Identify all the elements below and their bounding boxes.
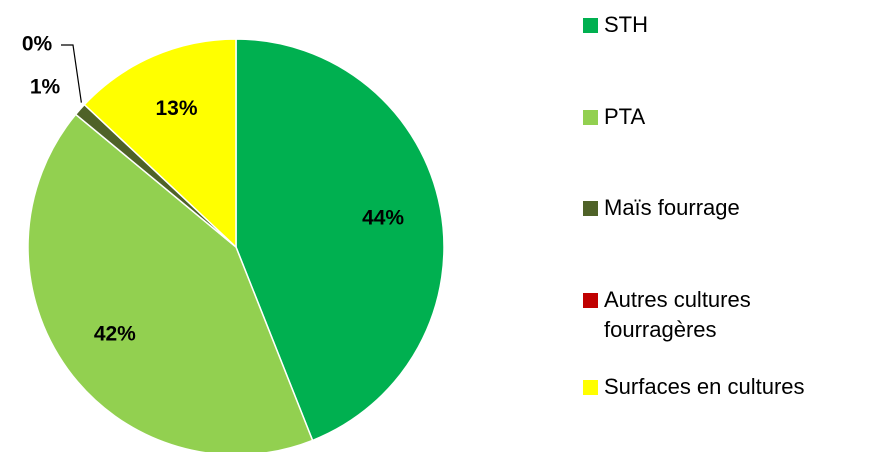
legend-item: Autres cultures fourragères <box>583 285 873 345</box>
pie-area: 44% 42% 1% 0% 13% <box>22 33 445 452</box>
legend-swatch <box>583 18 598 33</box>
legend-swatch <box>583 201 598 216</box>
legend-label: STH <box>604 12 648 37</box>
legend-label: Autres cultures fourragères <box>604 287 751 342</box>
pie-slice <box>83 38 237 249</box>
pie-slice <box>235 38 445 442</box>
legend-item: Surfaces en cultures <box>583 372 873 402</box>
leader-line <box>61 44 82 103</box>
legend-item: PTA <box>583 102 873 132</box>
legend-item: STH <box>583 10 873 40</box>
data-label: 0% <box>22 33 53 56</box>
data-label: 42% <box>94 323 136 346</box>
pie-slice <box>27 113 314 452</box>
data-label: 13% <box>156 97 198 120</box>
legend-swatch <box>583 380 598 395</box>
legend-label: Surfaces en cultures <box>604 374 805 399</box>
data-label: 1% <box>30 76 61 99</box>
data-label: 44% <box>362 206 404 229</box>
legend-swatch <box>583 110 598 125</box>
legend-item: Maïs fourrage <box>583 193 873 223</box>
legend-label: Maïs fourrage <box>604 195 740 220</box>
legend-label: PTA <box>604 104 646 129</box>
legend-swatch <box>583 293 598 308</box>
